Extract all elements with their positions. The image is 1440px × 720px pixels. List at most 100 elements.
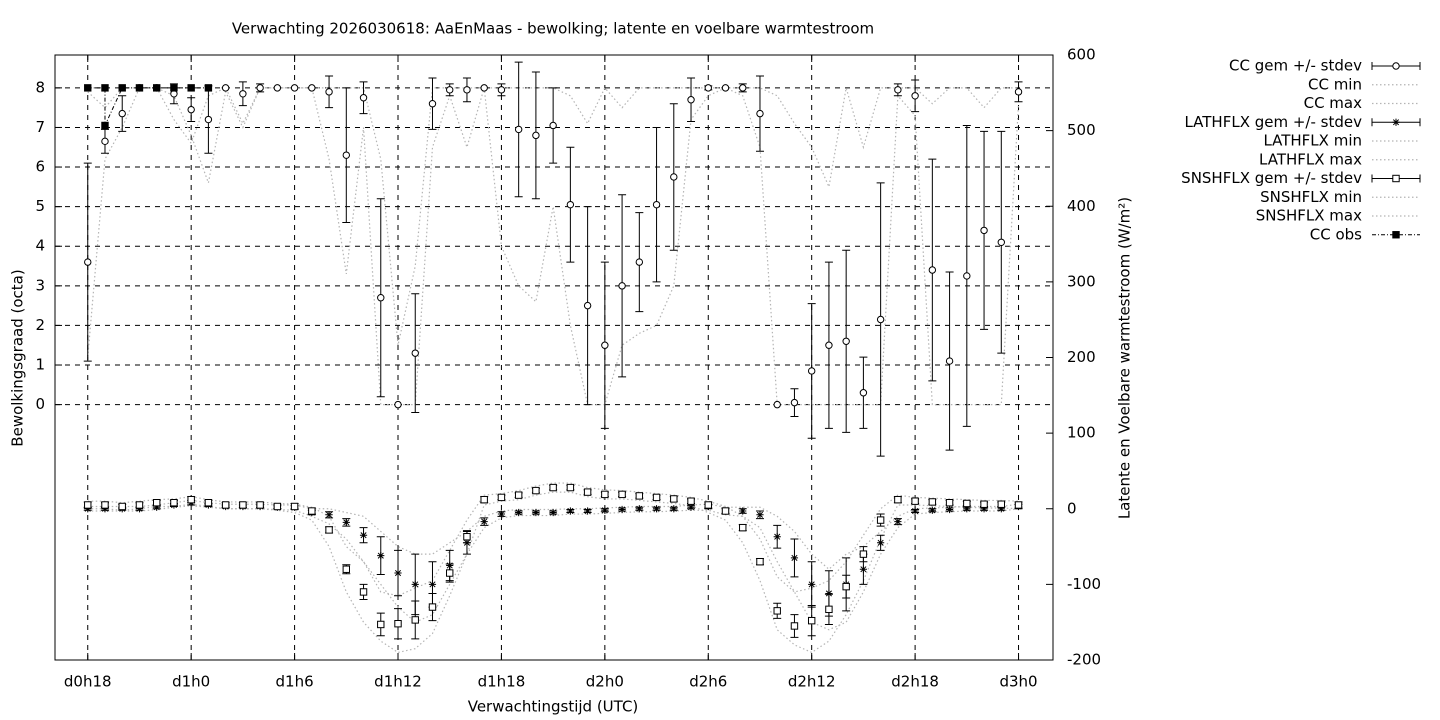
point [514,125,523,134]
point [945,499,954,507]
point [204,115,213,124]
point [739,523,747,532]
point [394,620,402,628]
point [790,622,799,630]
y2-tick-label: -100 [1067,575,1101,593]
point [342,518,350,526]
point [532,131,540,140]
point [652,493,661,502]
point [273,84,282,92]
point [618,490,626,499]
point [532,486,540,495]
point [308,507,316,515]
point [480,84,488,92]
point [807,367,816,375]
point [635,505,643,513]
point [687,96,695,104]
point [514,491,523,499]
point [721,84,730,92]
point [894,86,902,94]
point [911,507,919,515]
point [256,501,264,509]
point [980,226,988,235]
point [980,500,988,508]
point [876,516,885,524]
y2-tick-label: 500 [1067,121,1096,139]
point [325,511,333,519]
point [152,499,161,507]
point [670,173,678,181]
point [876,315,885,324]
y2-axis-label: Latente en Voelbare warmtestroom (W/m²) [1116,197,1134,519]
point [428,603,437,611]
y-tick-label: 0 [35,395,45,413]
point [394,400,402,409]
point [480,518,488,526]
legend-label: CC obs [1310,225,1362,243]
point [359,94,368,102]
point [497,493,506,502]
range-line [87,491,1019,654]
x-tick-label: d2h6 [689,673,727,691]
point [428,580,437,588]
x-tick-label: d1h18 [478,673,526,691]
point [411,616,419,624]
point [859,389,868,397]
point [997,238,1005,246]
point [290,84,299,92]
point [187,495,195,504]
point [997,500,1005,508]
point [549,508,557,517]
point [859,550,868,558]
y-tick-label: 7 [35,118,45,136]
legend-label: LATHFLX min [1263,132,1362,150]
y-tick-label: 1 [35,356,45,374]
point [84,505,92,513]
point [221,84,230,92]
point [635,258,644,266]
point [204,499,213,507]
point [877,539,885,547]
point [515,508,523,517]
x-tick-label: d0h18 [64,673,112,691]
point [101,501,109,509]
point [118,502,126,511]
point [928,506,936,514]
point [756,109,764,118]
point [945,505,954,514]
y-tick-label: 2 [35,316,45,334]
point [894,518,902,526]
x-tick-label: d2h0 [586,673,624,691]
point [928,498,937,506]
point [411,349,419,357]
y2-tick-label: -200 [1067,651,1101,669]
point [963,505,971,513]
point [135,501,144,509]
y2-tick-label: 600 [1067,46,1096,64]
point [256,84,264,92]
point [928,266,937,274]
point [325,88,333,96]
point [583,301,592,310]
chart-title: Verwachting 2026030618: AaEnMaas - bewol… [232,20,874,38]
point [411,580,419,588]
point [446,86,454,94]
point [825,589,833,598]
point [704,84,712,92]
point [101,84,109,92]
point [618,282,626,290]
point [739,507,747,515]
y-axis-label: Bewolkingsgraad (octa) [9,269,27,446]
legend-label: CC max [1304,94,1363,112]
x-tick-label: d2h12 [788,673,836,691]
y2-tick-label: 300 [1067,272,1096,290]
point [911,497,919,505]
point [566,200,575,209]
point [963,499,971,508]
y2-tick-label: 100 [1067,424,1096,442]
x-tick-label: d3h0 [999,673,1037,691]
point [1014,88,1023,96]
y2-tick-label: 0 [1067,499,1077,517]
legend-label: SNSHFLX gem +/- stdev [1181,169,1362,187]
